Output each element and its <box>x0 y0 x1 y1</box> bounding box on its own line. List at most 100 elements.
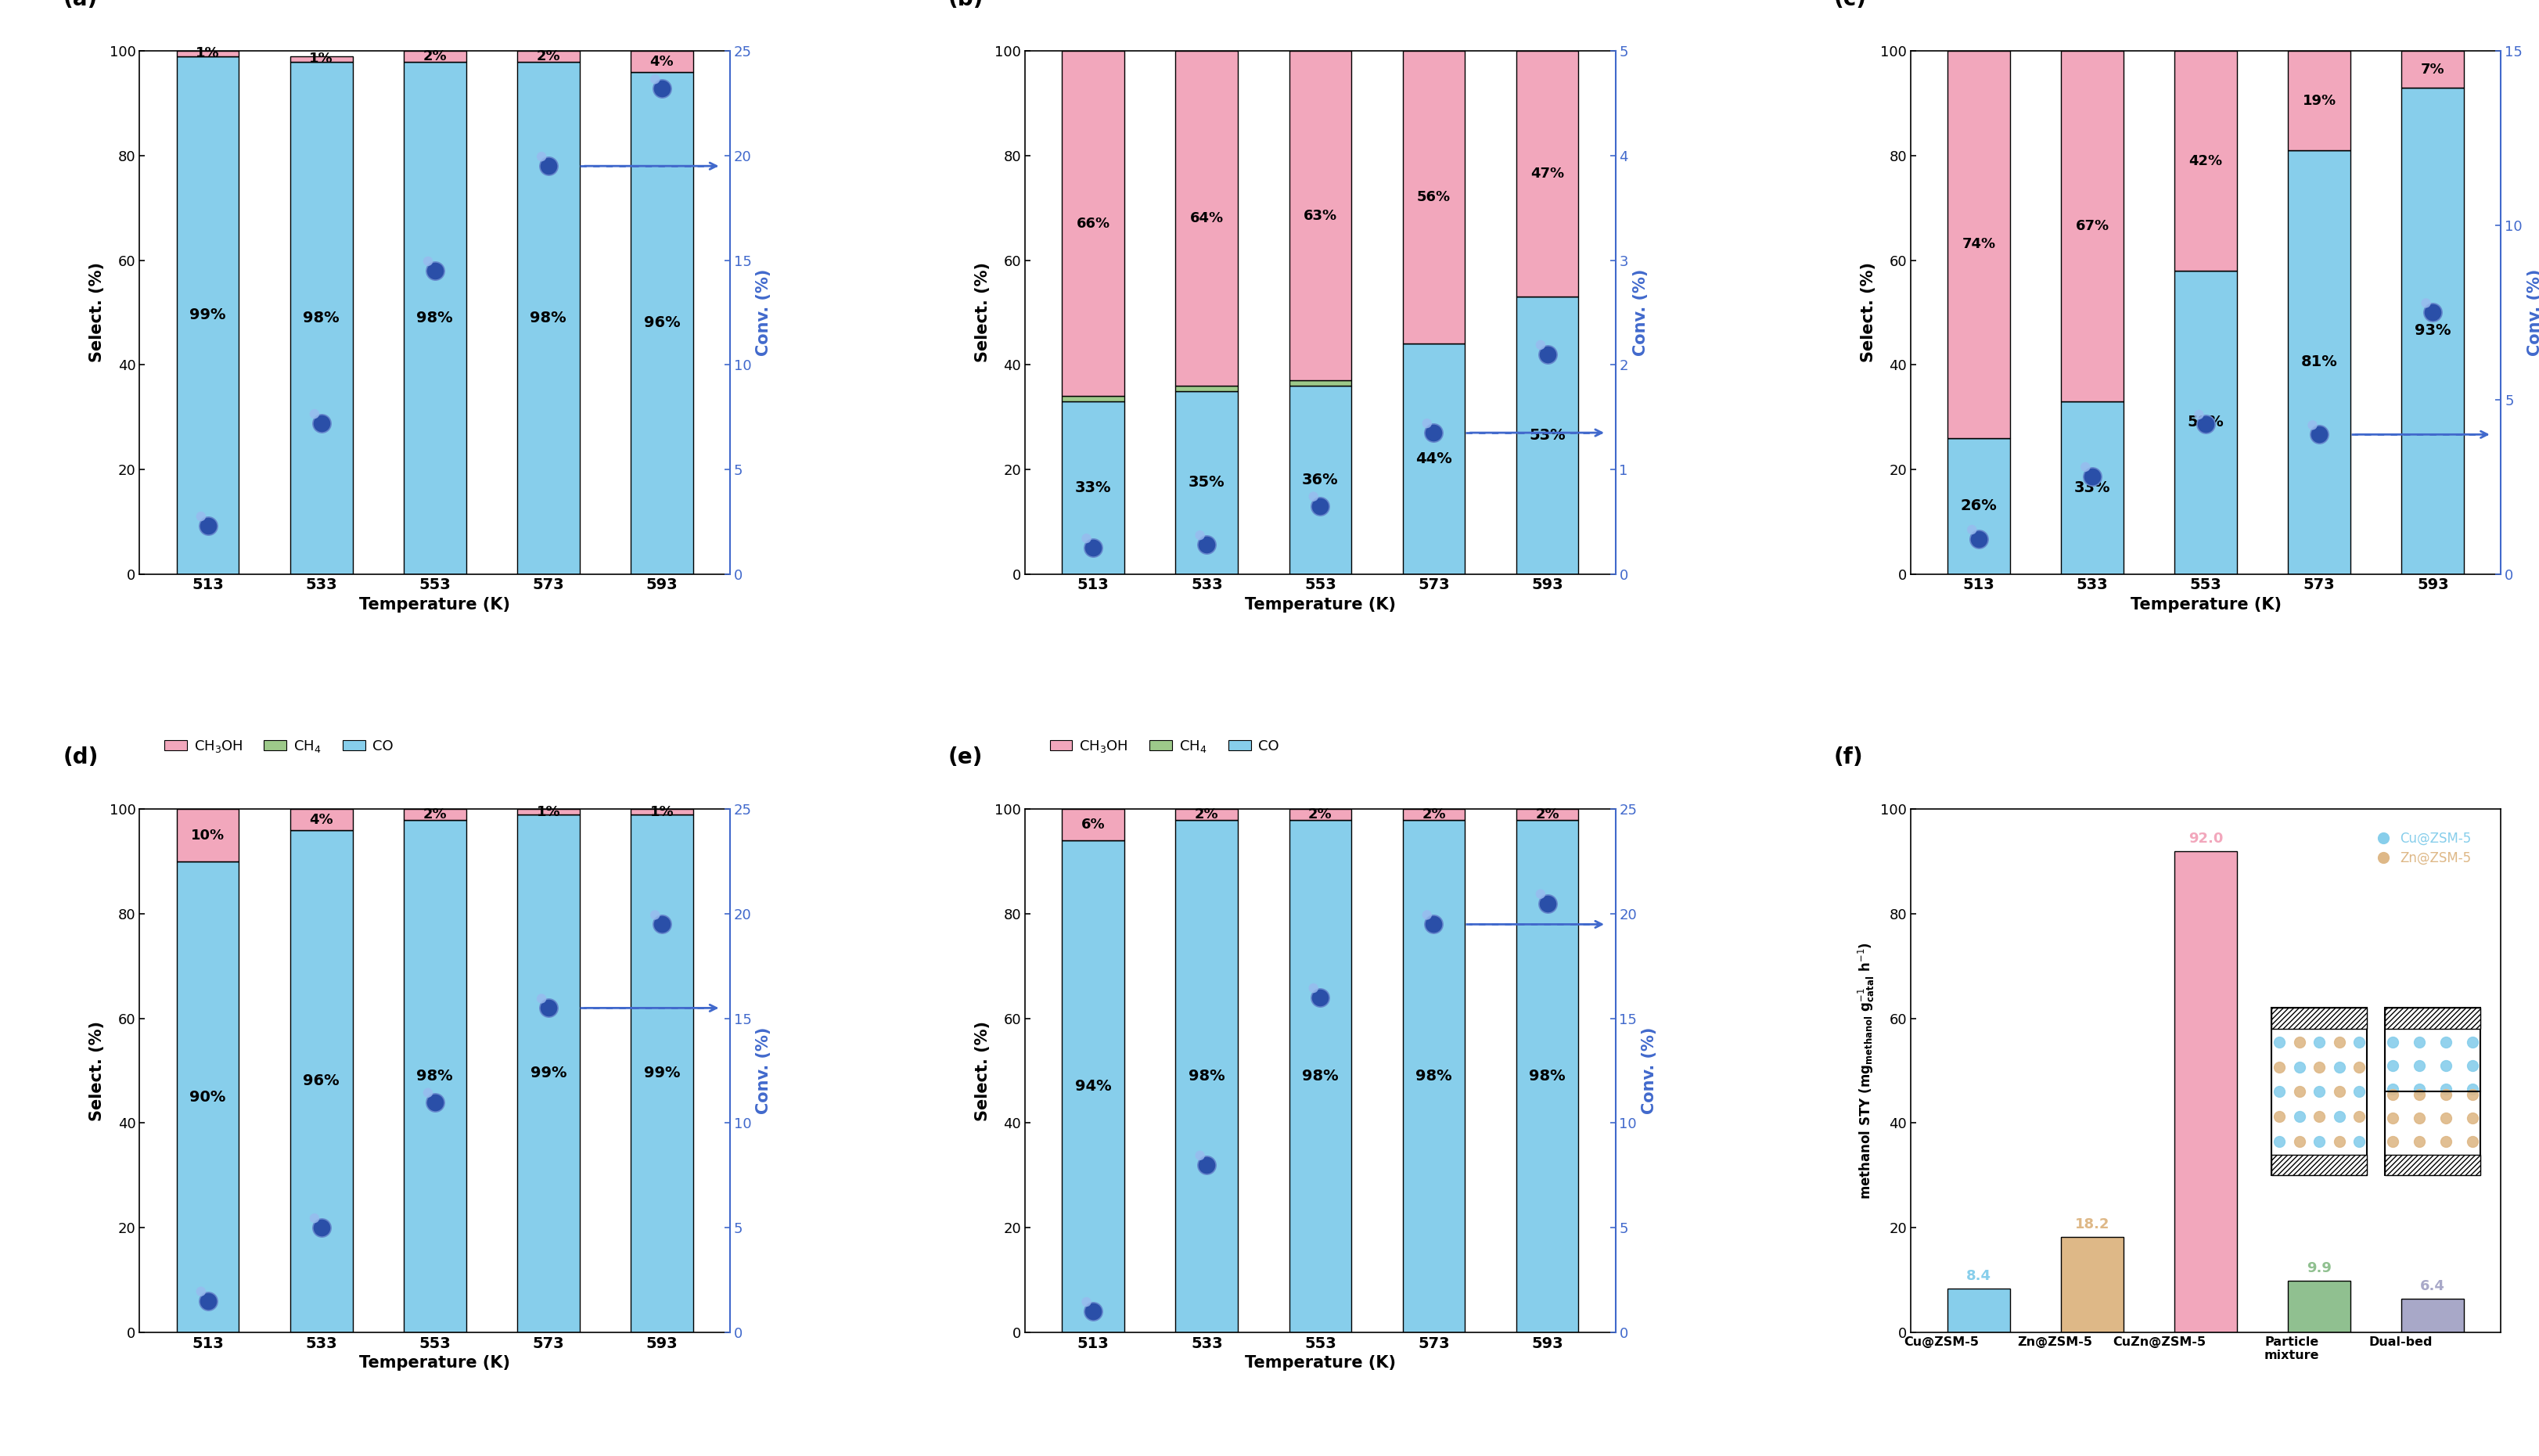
Y-axis label: Conv. (%): Conv. (%) <box>757 1026 772 1114</box>
Bar <box>289 61 353 574</box>
Bar <box>1290 810 1351 820</box>
Bar <box>1176 820 1239 1332</box>
Bar <box>1290 380 1351 386</box>
Point <box>635 67 675 90</box>
Text: 26%: 26% <box>1960 498 1998 514</box>
Point <box>1958 527 1998 550</box>
Text: 99%: 99% <box>531 1066 566 1080</box>
Bar <box>1176 51 1239 386</box>
Bar <box>1516 297 1579 574</box>
Bar <box>630 51 693 71</box>
Point <box>2072 464 2112 488</box>
Bar <box>1176 390 1239 574</box>
Y-axis label: Select. (%): Select. (%) <box>975 262 990 363</box>
X-axis label: Temperature (K): Temperature (K) <box>1244 597 1396 613</box>
Bar <box>1516 820 1579 1332</box>
Text: 10%: 10% <box>190 828 223 843</box>
Text: (b): (b) <box>950 0 985 10</box>
Bar <box>1061 51 1125 396</box>
Bar <box>2384 1008 2481 1029</box>
Text: 53%: 53% <box>1528 428 1567 443</box>
Point <box>1066 527 1107 550</box>
Point <box>1066 1290 1107 1313</box>
Point <box>2412 301 2453 325</box>
Bar <box>2402 1299 2463 1332</box>
Bar <box>289 57 353 61</box>
Point <box>1181 1144 1221 1168</box>
Text: 93%: 93% <box>2415 323 2450 338</box>
Text: 19%: 19% <box>2303 93 2336 108</box>
Point <box>1414 913 1455 936</box>
Text: 6%: 6% <box>1082 818 1104 831</box>
Bar <box>1402 344 1465 574</box>
Bar <box>2173 852 2237 1332</box>
Point <box>295 402 335 425</box>
Point <box>188 1289 229 1312</box>
Text: 98%: 98% <box>302 310 340 325</box>
Bar <box>2272 1155 2366 1175</box>
Text: 2%: 2% <box>536 50 561 63</box>
Y-axis label: Select. (%): Select. (%) <box>975 1021 990 1121</box>
Bar <box>178 862 239 1332</box>
Text: 33%: 33% <box>1074 480 1112 495</box>
Legend: Cu@ZSM-5, Zn@ZSM-5: Cu@ZSM-5, Zn@ZSM-5 <box>2364 826 2476 871</box>
Point <box>1074 1300 1115 1324</box>
Bar <box>518 810 579 814</box>
Bar <box>518 814 579 1332</box>
Bar <box>2062 1238 2123 1332</box>
Point <box>1186 1153 1226 1176</box>
Text: 2%: 2% <box>424 808 447 821</box>
Point <box>2178 403 2219 427</box>
Point <box>1074 536 1115 559</box>
Text: 36%: 36% <box>1303 472 1338 488</box>
Point <box>295 1207 335 1230</box>
Text: 96%: 96% <box>302 1073 340 1089</box>
Text: 47%: 47% <box>1531 167 1564 181</box>
Point <box>528 996 569 1019</box>
Y-axis label: Select. (%): Select. (%) <box>89 1021 104 1121</box>
Point <box>188 514 229 537</box>
Text: 2%: 2% <box>1536 808 1559 821</box>
Bar <box>2288 150 2351 574</box>
Point <box>1526 891 1567 914</box>
Bar <box>178 57 239 574</box>
Bar <box>2384 1155 2481 1175</box>
Point <box>2404 291 2445 314</box>
Bar <box>1290 51 1351 380</box>
Text: 67%: 67% <box>2074 218 2110 233</box>
Text: 96%: 96% <box>642 316 680 331</box>
Text: 9.9: 9.9 <box>2308 1261 2331 1275</box>
Text: 1%: 1% <box>536 805 561 818</box>
Bar <box>1290 386 1351 574</box>
Point <box>1407 903 1447 926</box>
Bar <box>1176 810 1239 820</box>
Bar <box>2288 1280 2351 1332</box>
Text: 99%: 99% <box>645 1066 680 1080</box>
Point <box>1292 485 1333 508</box>
Text: (d): (d) <box>63 747 99 769</box>
Text: 7%: 7% <box>2420 63 2445 76</box>
Y-axis label: Select. (%): Select. (%) <box>89 262 104 363</box>
Text: 4%: 4% <box>310 812 333 827</box>
Point <box>1300 494 1341 517</box>
Text: 4%: 4% <box>650 54 673 68</box>
Point <box>2298 422 2338 446</box>
Bar <box>178 810 239 862</box>
Bar <box>518 61 579 574</box>
Bar <box>404 61 467 574</box>
Point <box>1181 524 1221 547</box>
Legend: CH$_3$OH, CH$_4$, CO: CH$_3$OH, CH$_4$, CO <box>1044 732 1285 760</box>
Point <box>2186 412 2227 435</box>
Bar <box>2272 1008 2366 1029</box>
Bar <box>630 71 693 574</box>
Bar <box>404 820 467 1332</box>
Text: (c): (c) <box>1833 0 1866 10</box>
Text: 1%: 1% <box>196 47 221 61</box>
Point <box>642 77 683 100</box>
Bar <box>1402 820 1465 1332</box>
Text: 98%: 98% <box>416 1069 452 1083</box>
Point <box>520 987 561 1010</box>
Bar <box>1061 810 1125 840</box>
Bar <box>2173 271 2237 574</box>
Text: (a): (a) <box>63 0 96 10</box>
